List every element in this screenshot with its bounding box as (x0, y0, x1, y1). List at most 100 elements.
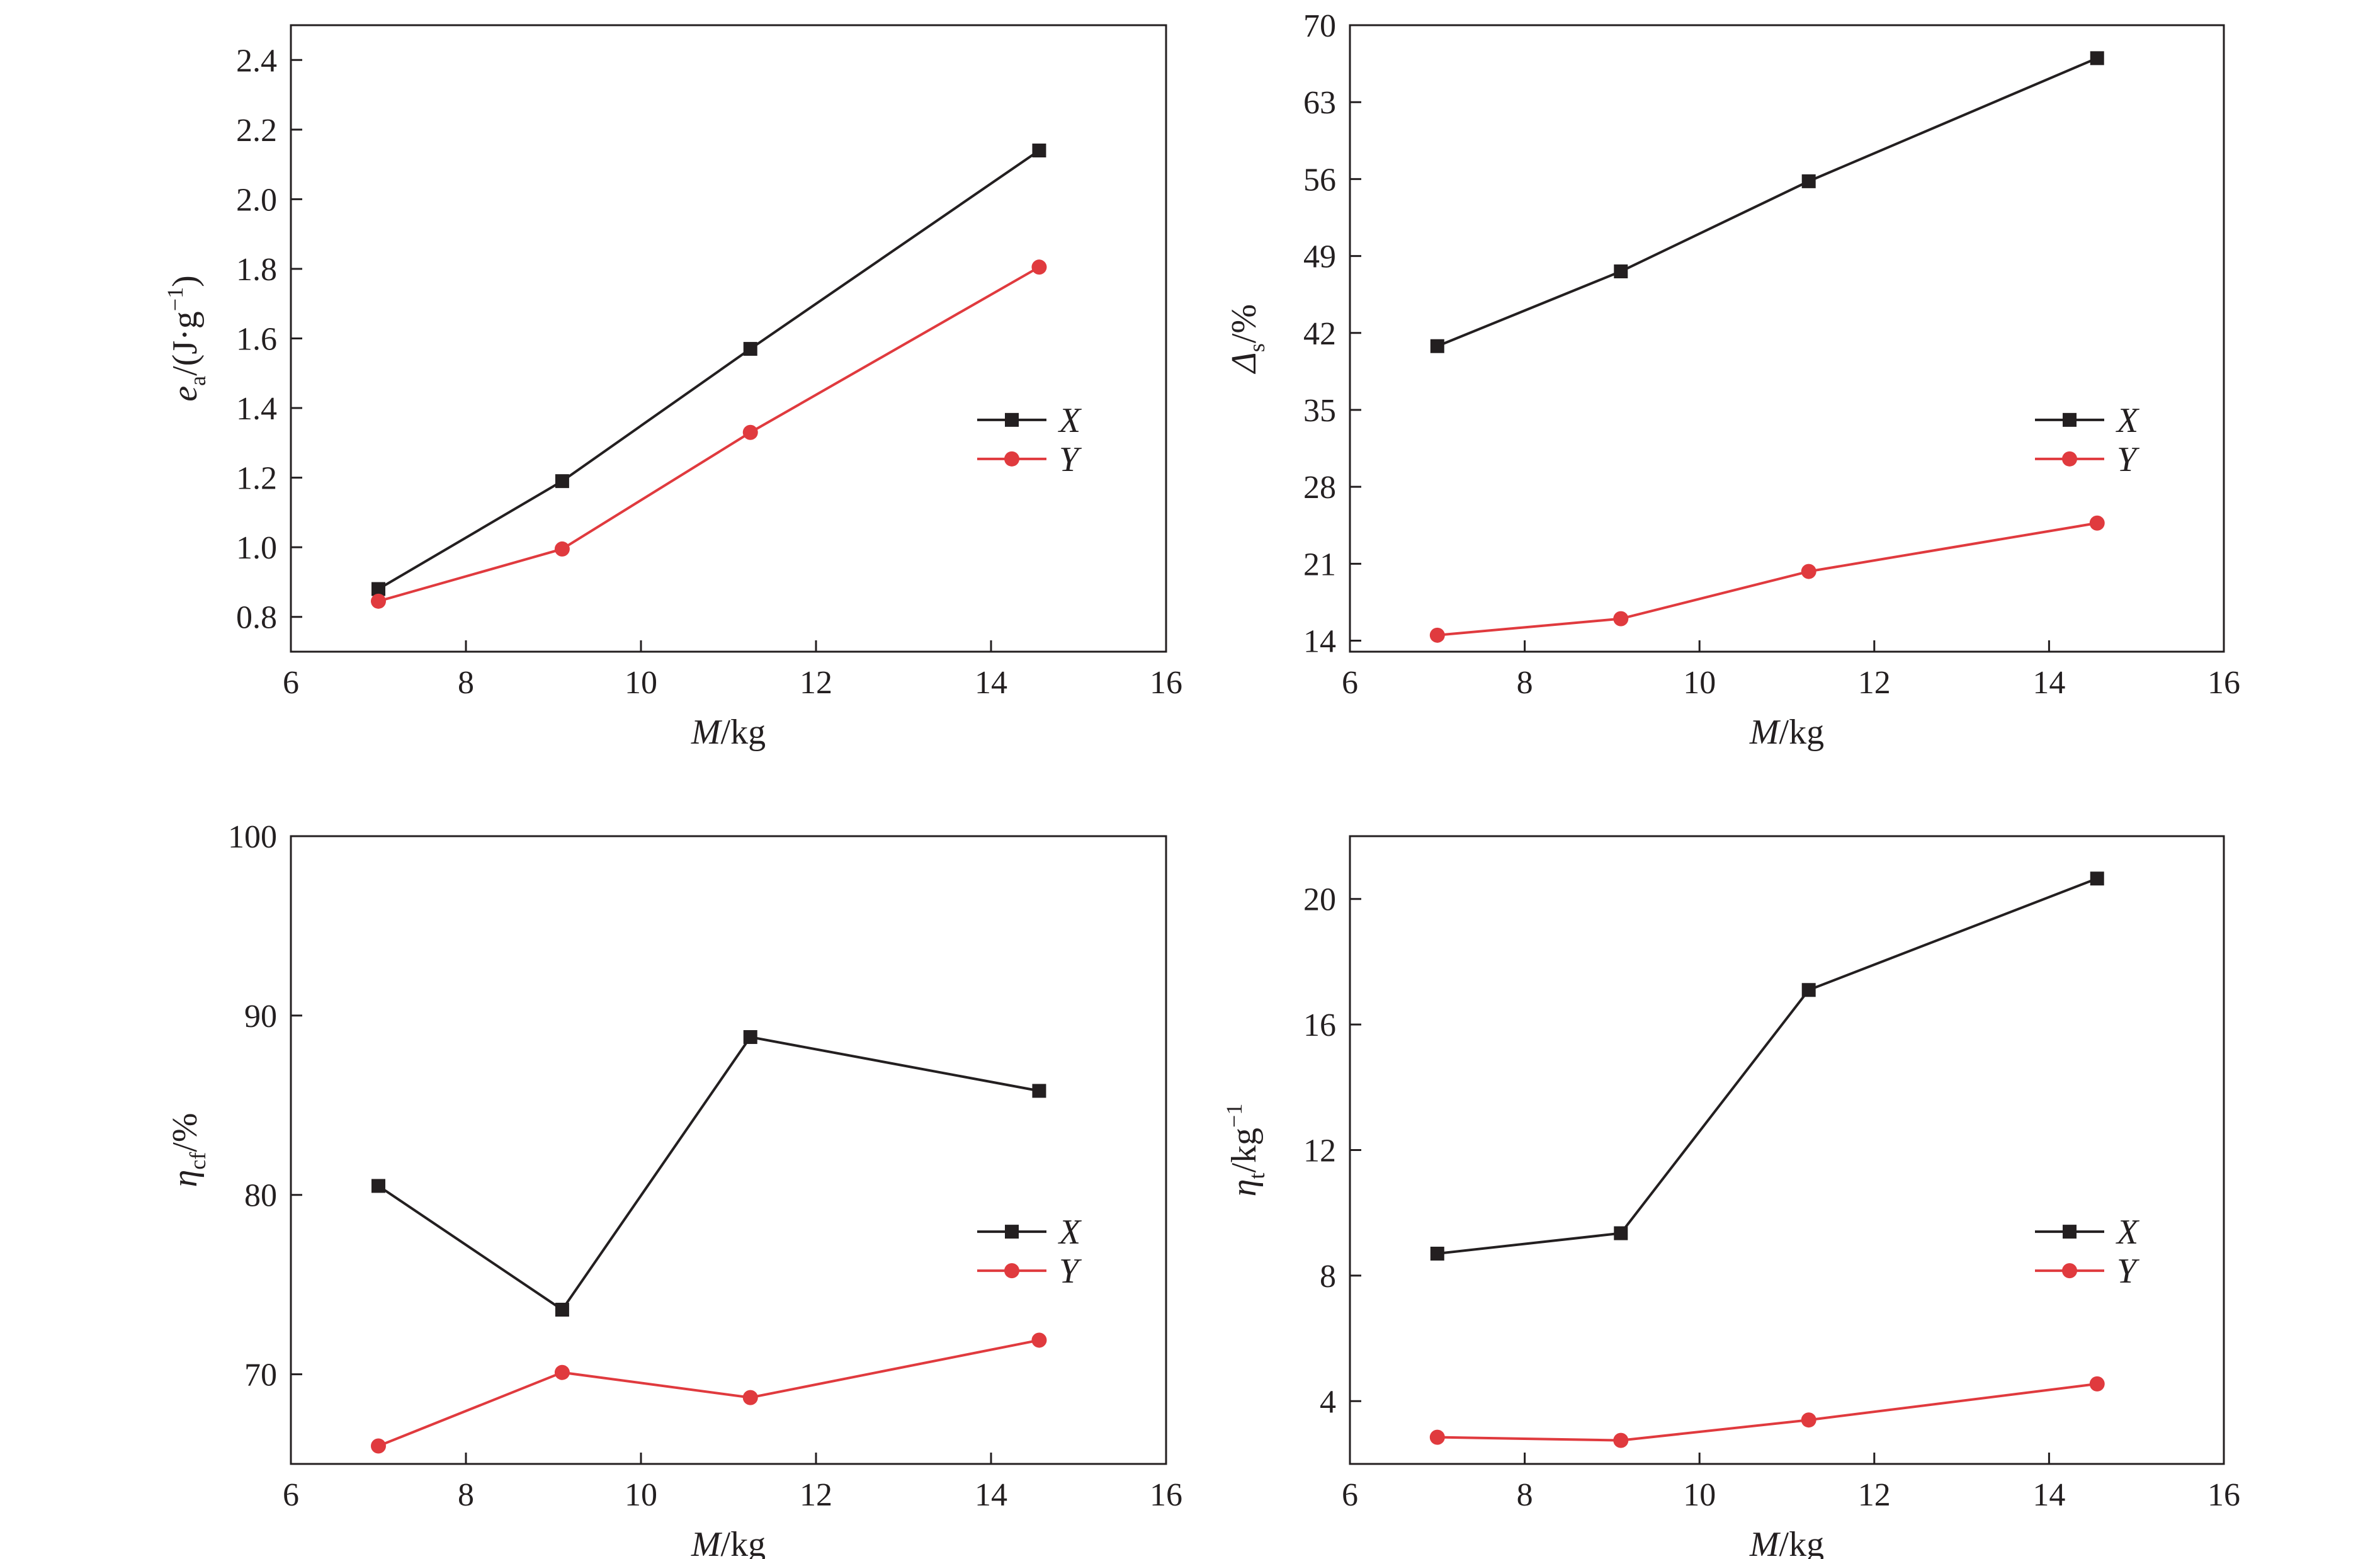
x-tick-label: 12 (1858, 1477, 1891, 1513)
series-line-Y (1437, 1382, 2097, 1442)
data-point-X (1614, 1226, 1628, 1240)
y-tick-label: 49 (1303, 239, 1336, 275)
data-point-Y (554, 1364, 570, 1380)
data-point-X (555, 1303, 569, 1317)
y-tick-label: 14 (1303, 624, 1336, 660)
plot-frame (1349, 24, 2225, 653)
x-tick-label: 16 (2207, 1477, 2240, 1513)
x-tick-label: 14 (975, 1477, 1007, 1513)
panel-delta: 6 8 10 12 14 16 14 21 28 35 42 49 56 63 70 M/kg Δs/% XY (1225, 8, 2240, 752)
legend-label-X: X (2116, 401, 2140, 440)
data-point-Y (1031, 1332, 1047, 1348)
y-tick-label: 1.2 (236, 461, 277, 497)
data-point-Y (2089, 515, 2105, 531)
x-tick-label: 8 (458, 665, 474, 701)
data-point-X (1032, 1084, 1046, 1098)
panel-ea: 6 8 10 12 14 16 0.8 1.0 1.2 1.4 1.6 1.8 2.0 2.2 2.4 M/k… (162, 24, 1182, 752)
legend-marker-X (1005, 412, 1019, 427)
data-point-Y (371, 593, 386, 609)
legend-label-Y: Y (2117, 1252, 2140, 1291)
data-point-X (743, 1030, 757, 1045)
data-point-Y (2089, 1376, 2105, 1392)
y-tick-label: 70 (244, 1358, 277, 1393)
series-line-Y (1437, 521, 2098, 637)
x-tick-label: 8 (458, 1477, 474, 1513)
data-point-Y (1429, 627, 1445, 643)
series-line-X (377, 1035, 1040, 1312)
legend-marker-X (2063, 412, 2077, 427)
data-point-X (1032, 144, 1046, 157)
y-tick-label: 12 (1303, 1133, 1336, 1169)
y-tick-label: 2.2 (236, 113, 277, 149)
x-tick-label: 8 (1517, 665, 1533, 701)
x-tick-label: 8 (1517, 1477, 1533, 1513)
x-tick-label: 14 (975, 665, 1007, 701)
legend-label-X: X (1058, 1213, 1082, 1252)
y-tick-label: 100 (228, 819, 277, 855)
series-line-X (1437, 57, 2098, 348)
x-tick-label: 12 (800, 665, 832, 701)
x-tick-label: 16 (1150, 1477, 1182, 1513)
legend-label-X: X (2116, 1213, 2140, 1252)
y-tick-label: 2.0 (236, 182, 277, 218)
y-axis-label: ηcf/% (166, 1113, 210, 1188)
data-point-X (1801, 174, 1816, 188)
y-axis-label: Δs/% (1225, 304, 1269, 374)
x-tick-label: 12 (800, 1477, 832, 1513)
panel-eta-t: 6 8 10 12 14 16 4 8 12 16 20 M/kg ηt/kg−1 XY (1221, 835, 2240, 1559)
data-point-X (371, 1179, 385, 1193)
y-tick-label: 35 (1303, 393, 1336, 429)
data-point-Y (1613, 611, 1629, 626)
x-tick-label: 14 (2032, 665, 2065, 701)
data-point-X (1430, 339, 1444, 353)
data-point-X (1430, 1247, 1444, 1261)
data-point-X (2090, 51, 2104, 65)
y-tick-label: 20 (1303, 882, 1336, 918)
data-point-Y (1429, 1429, 1445, 1445)
data-point-X (371, 582, 385, 596)
data-point-Y (1801, 564, 1816, 579)
data-point-Y (1031, 259, 1047, 275)
x-tick-label: 10 (625, 1477, 657, 1513)
x-tick-label: 10 (625, 665, 657, 701)
data-point-X (743, 342, 757, 356)
y-tick-label: 2.4 (236, 43, 277, 79)
series-line-Y (378, 1339, 1040, 1448)
legend-marker-Y (1004, 1263, 1019, 1279)
plot-frame (1349, 835, 2225, 1465)
y-tick-label: 56 (1303, 162, 1336, 198)
x-tick-label: 10 (1683, 665, 1716, 701)
legend-label-X: X (1058, 401, 1082, 440)
y-axis-label: ea/(J·g−1) (162, 275, 210, 401)
legend-label-Y: Y (2117, 440, 2140, 479)
data-point-Y (1801, 1412, 1816, 1428)
x-tick-label: 14 (2032, 1477, 2065, 1513)
plot-frame (290, 24, 1167, 653)
series-line-X (1437, 877, 2098, 1255)
x-tick-label: 10 (1683, 1477, 1716, 1513)
y-tick-label: 1.8 (236, 252, 277, 288)
legend-marker-X (2063, 1225, 2077, 1239)
legend-label-Y: Y (1059, 1252, 1082, 1291)
y-tick-label: 28 (1303, 470, 1336, 506)
x-tick-label: 16 (2207, 665, 2240, 701)
y-tick-label: 4 (1320, 1384, 1336, 1420)
x-tick-label: 6 (1342, 665, 1358, 701)
legend-marker-Y (1004, 451, 1019, 467)
data-point-X (1801, 983, 1816, 997)
y-tick-label: 80 (244, 1178, 277, 1214)
data-point-X (1614, 264, 1628, 279)
legend-marker-Y (2062, 451, 2077, 467)
x-axis-label: M/kg (691, 713, 766, 752)
y-tick-label: 90 (244, 999, 277, 1035)
y-tick-label: 0.8 (236, 600, 277, 636)
y-tick-label: 21 (1303, 547, 1336, 582)
x-tick-label: 6 (283, 665, 299, 701)
y-tick-label: 16 (1303, 1007, 1336, 1043)
data-point-Y (1613, 1432, 1629, 1448)
plot-frame (290, 835, 1167, 1465)
series-line-Y (378, 266, 1040, 603)
x-tick-label: 12 (1858, 665, 1891, 701)
data-point-X (555, 474, 569, 489)
